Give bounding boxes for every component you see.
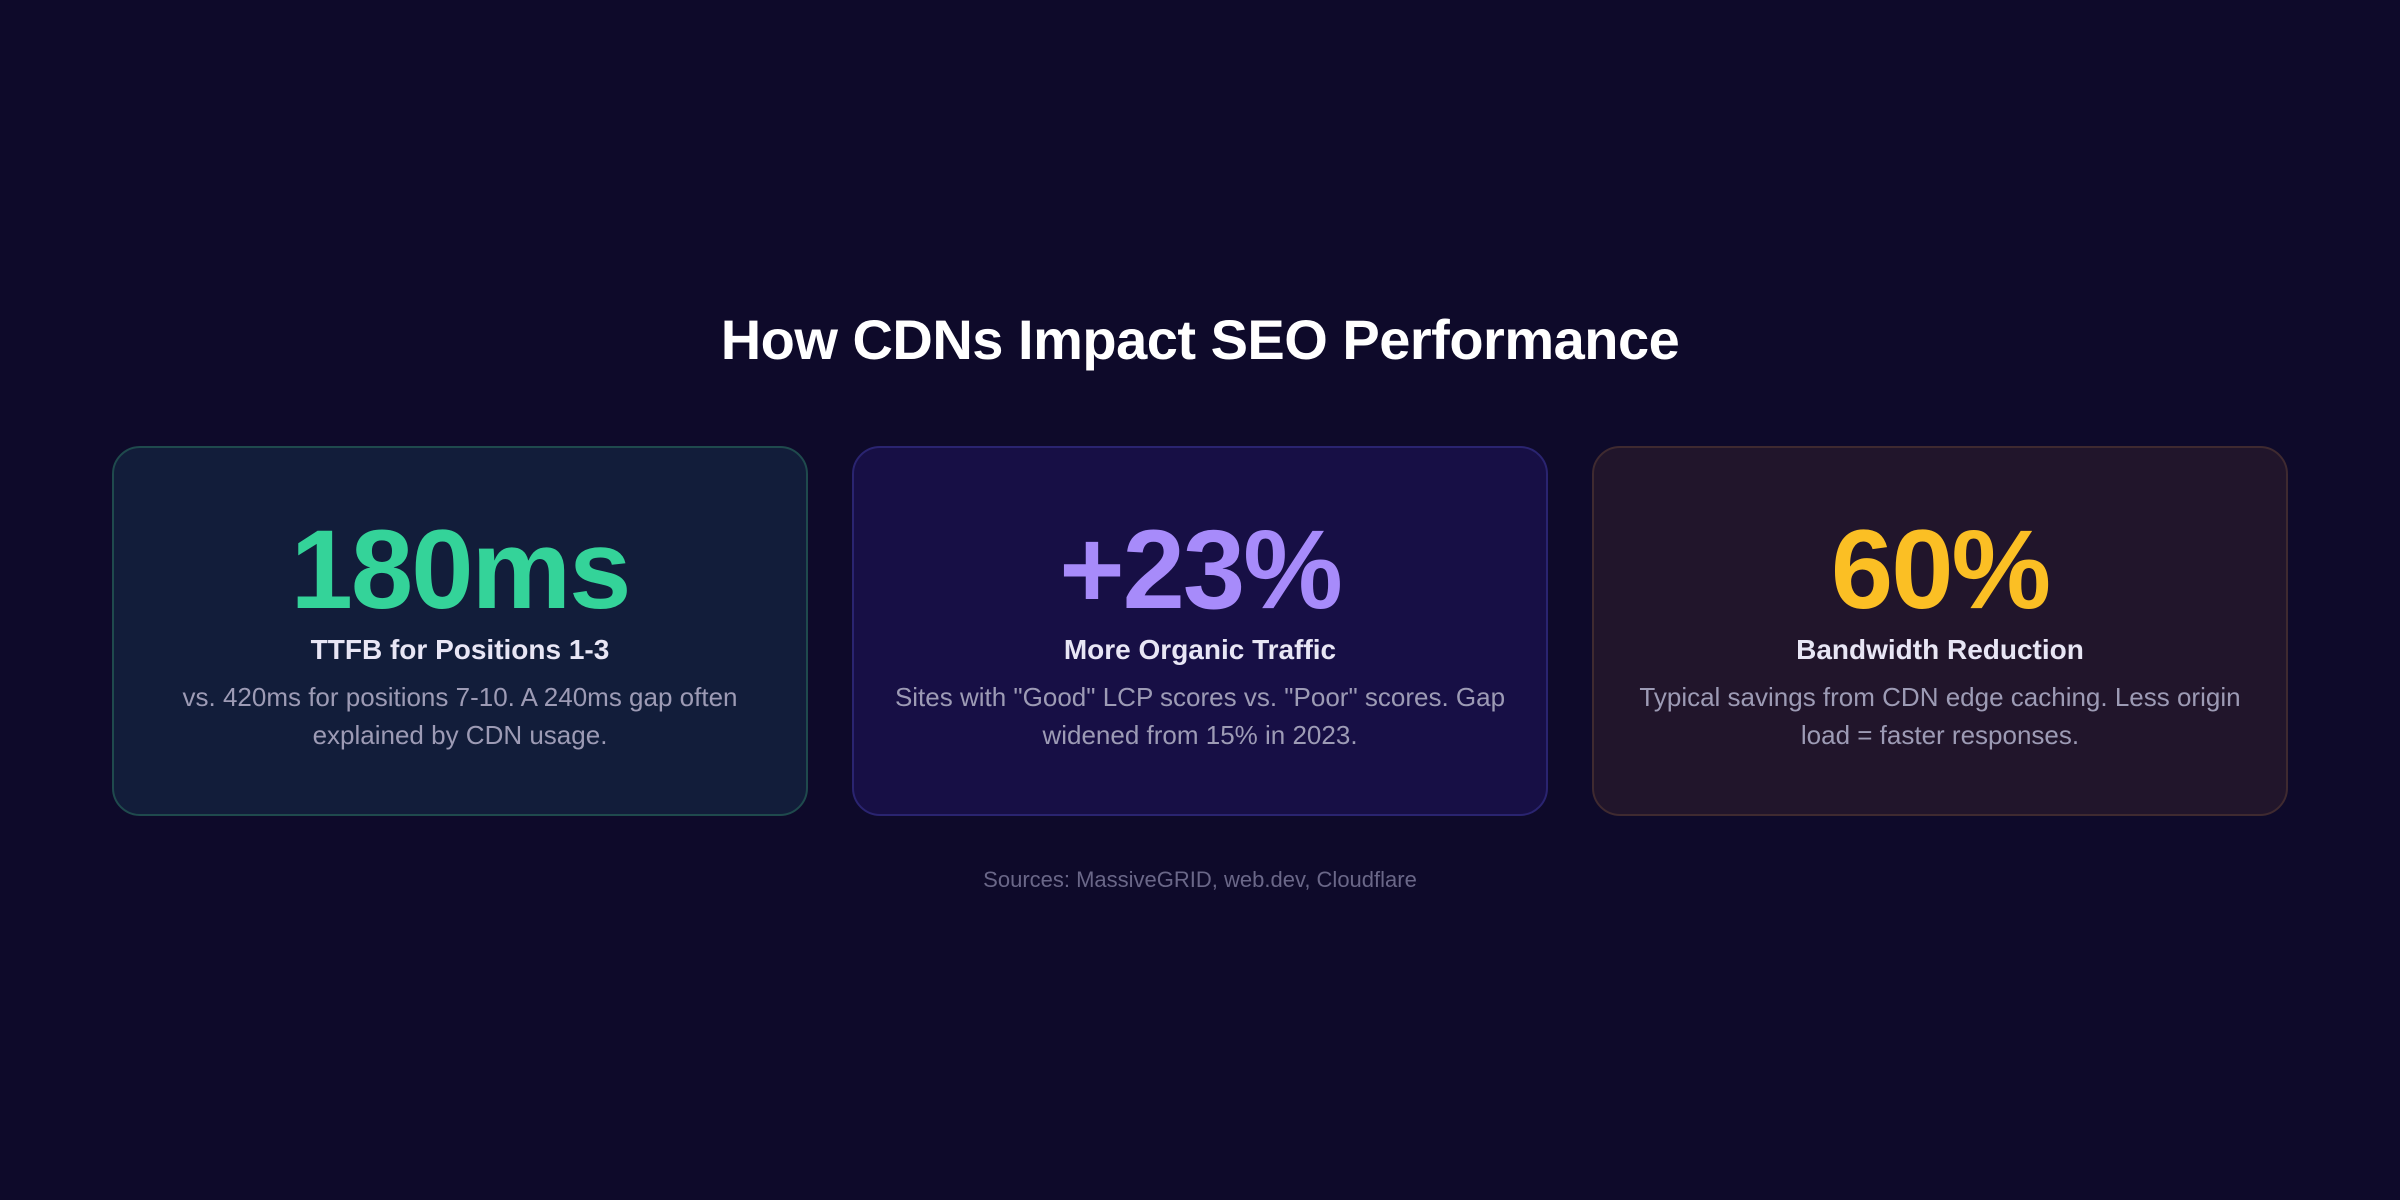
stat-value: 180ms xyxy=(290,507,632,632)
stat-card-ttfb: 180ms TTFB for Positions 1-3 vs. 420ms f… xyxy=(112,446,808,816)
stat-card-bandwidth: 60% Bandwidth Reduction Typical savings … xyxy=(1592,446,2288,816)
stat-description: vs. 420ms for positions 7-10. A 240ms ga… xyxy=(182,682,738,750)
stat-value: 60% xyxy=(1830,507,2051,632)
stat-label: More Organic Traffic xyxy=(1063,634,1337,665)
stat-value: +23% xyxy=(1059,507,1343,632)
stat-description: Sites with "Good" LCP scores vs. "Poor" … xyxy=(894,682,1506,750)
page-title: How CDNs Impact SEO Performance xyxy=(720,308,1680,371)
stat-label: TTFB for Positions 1-3 xyxy=(310,634,610,665)
stat-description: Typical savings from CDN edge caching. L… xyxy=(1639,682,2241,750)
stat-card-organic-traffic: +23% More Organic Traffic Sites with "Go… xyxy=(852,446,1548,816)
sources-note: Sources: MassiveGRID, web.dev, Cloudflar… xyxy=(983,867,1417,892)
stat-cards: 180ms TTFB for Positions 1-3 vs. 420ms f… xyxy=(112,446,2288,818)
stat-label: Bandwidth Reduction xyxy=(1796,634,2084,665)
